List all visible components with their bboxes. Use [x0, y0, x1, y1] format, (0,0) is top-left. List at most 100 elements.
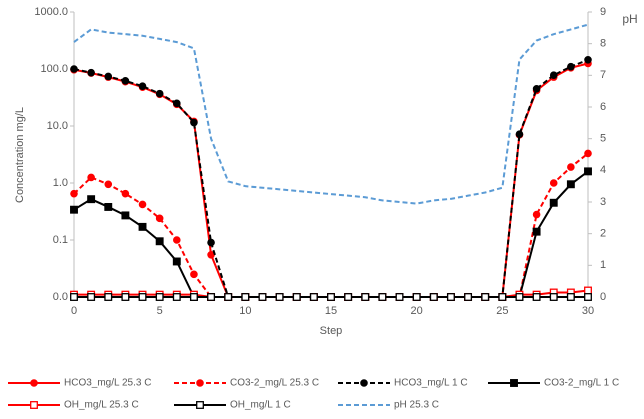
- data-point: [172, 293, 181, 301]
- data-point: [70, 65, 78, 73]
- data-point: [155, 214, 164, 223]
- data-point: [584, 56, 592, 64]
- data-point: [567, 163, 575, 171]
- y-axis-title: Concentration mg/L: [14, 107, 26, 203]
- data-point: [70, 205, 78, 214]
- data-point: [481, 293, 490, 301]
- y-tick-label: 0.1: [53, 234, 68, 246]
- data-point: [532, 210, 541, 219]
- x-tick-label: 20: [411, 305, 423, 317]
- legend-marker: [196, 401, 204, 409]
- data-point: [189, 293, 198, 301]
- data-point: [566, 293, 575, 301]
- series-line: [73, 23, 589, 205]
- data-point: [429, 293, 438, 301]
- data-point: [309, 293, 318, 301]
- x-tick-label: 15: [325, 305, 337, 317]
- legend-label: OH_mg/L 1 C: [230, 400, 291, 411]
- series-line: [73, 170, 589, 298]
- legend-marker: [360, 379, 368, 387]
- data-point: [258, 293, 267, 301]
- data-point: [87, 195, 96, 204]
- data-point: [121, 211, 130, 220]
- data-point: [532, 84, 541, 93]
- data-point: [173, 99, 181, 108]
- data-point: [567, 62, 575, 71]
- data-point: [327, 293, 335, 301]
- y2-tick-label: 6: [600, 101, 606, 113]
- legend-label: OH_mg/L 25.3 C: [64, 400, 139, 411]
- data-point: [361, 293, 370, 301]
- data-point: [87, 173, 95, 182]
- data-point: [584, 293, 592, 301]
- data-point: [70, 189, 78, 198]
- data-point: [584, 286, 592, 295]
- data-point: [104, 203, 113, 211]
- series-line: [73, 62, 589, 298]
- data-point: [292, 293, 301, 301]
- data-point: [190, 118, 198, 127]
- data-point: [138, 82, 147, 90]
- data-point: [172, 257, 181, 266]
- legend-label: HCO3_mg/L 25.3 C: [64, 378, 151, 389]
- data-point: [464, 293, 473, 301]
- legend-label: pH 25.3 C: [394, 400, 439, 411]
- data-point: [498, 293, 507, 301]
- legend-label: HCO3_mg/L 1 C: [394, 378, 468, 389]
- data-point: [241, 293, 250, 301]
- data-point: [190, 270, 198, 279]
- y-tick-label: 0.0: [53, 291, 68, 303]
- legend-marker: [30, 401, 38, 409]
- data-point: [121, 189, 130, 198]
- data-point: [87, 293, 96, 301]
- data-point: [532, 227, 541, 236]
- data-point: [121, 293, 130, 301]
- y2-tick-label: 0: [600, 291, 606, 303]
- data-point: [378, 293, 387, 301]
- data-point: [155, 237, 164, 246]
- x-tick-label: 30: [582, 305, 594, 317]
- y-tick-label: 1.0: [53, 177, 68, 189]
- y-tick-label: 10.0: [47, 120, 68, 132]
- data-point: [584, 149, 592, 158]
- x-tick-label: 10: [239, 305, 251, 317]
- x-tick-label: 5: [157, 305, 163, 317]
- data-point: [121, 77, 130, 85]
- legend-label: CO3-2_mg/L 25.3 C: [230, 378, 319, 389]
- y2-tick-label: 4: [600, 164, 606, 176]
- data-point: [532, 293, 541, 301]
- data-point: [344, 293, 353, 301]
- data-point: [515, 293, 524, 301]
- data-point: [549, 179, 558, 187]
- data-point: [412, 293, 421, 301]
- data-point: [155, 89, 164, 98]
- data-point: [104, 293, 113, 301]
- data-point: [70, 293, 78, 301]
- data-point: [87, 68, 95, 77]
- data-point: [275, 293, 284, 301]
- y2-tick-label: 3: [600, 196, 606, 208]
- data-point: [224, 293, 233, 301]
- data-point: [104, 180, 113, 189]
- data-point: [138, 222, 147, 231]
- data-point: [173, 236, 181, 244]
- data-point: [549, 293, 558, 301]
- y2-tick-label: 1: [600, 259, 606, 271]
- legend-marker: [196, 379, 204, 387]
- legend-marker: [510, 379, 518, 387]
- x-tick-label: 25: [496, 305, 508, 317]
- y2-tick-label: 2: [600, 228, 606, 240]
- y2-tick-label: 7: [600, 69, 606, 81]
- legend-marker: [30, 379, 38, 387]
- data-point: [446, 293, 455, 301]
- data-point: [549, 71, 558, 79]
- data-point: [566, 180, 575, 189]
- y2-axis-title: pH: [622, 12, 637, 26]
- data-point: [584, 167, 592, 176]
- series-line: [73, 58, 589, 298]
- y2-tick-label: 5: [600, 133, 606, 145]
- data-point: [138, 200, 147, 209]
- data-point: [207, 238, 215, 247]
- y2-tick-label: 9: [600, 6, 606, 18]
- data-point: [549, 198, 558, 207]
